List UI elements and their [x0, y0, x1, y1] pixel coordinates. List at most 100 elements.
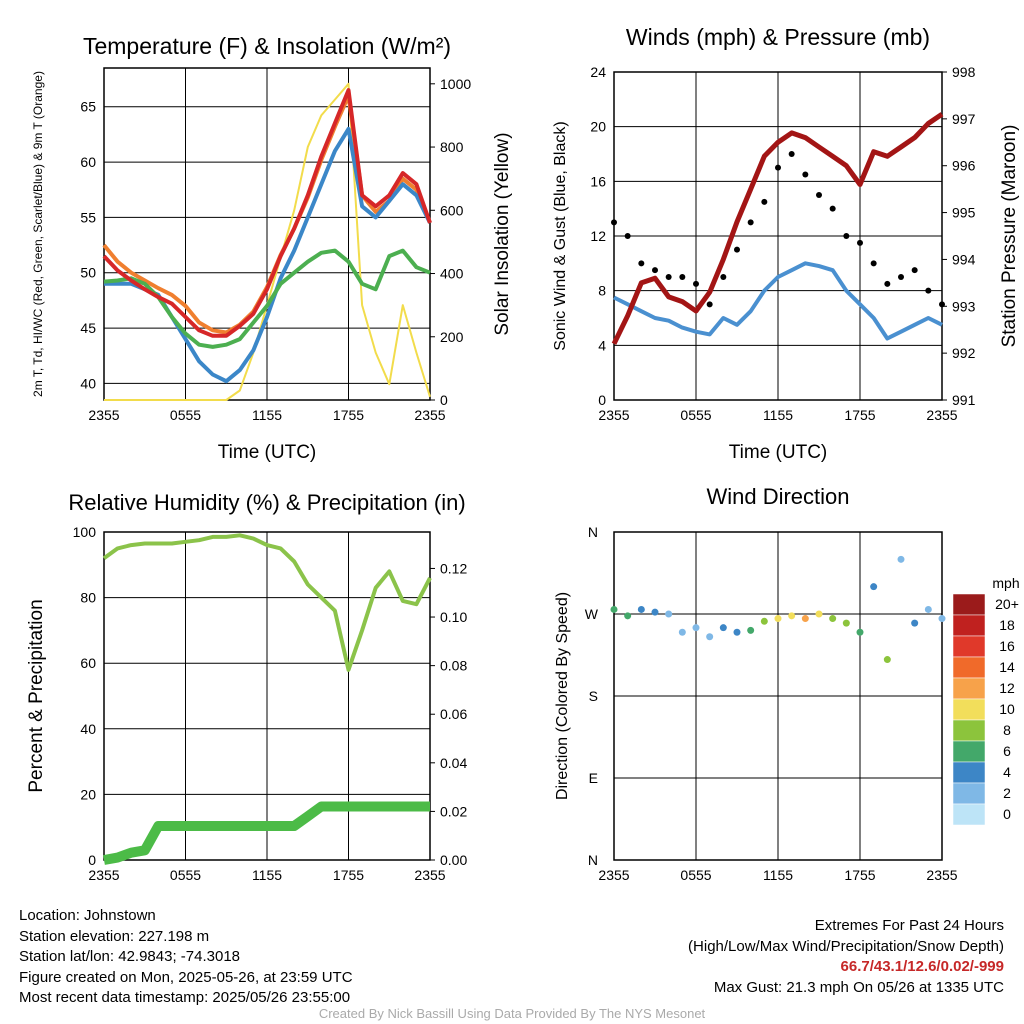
colorbar-label: 18	[999, 617, 1015, 633]
gust-point	[734, 246, 740, 253]
direction-point	[678, 628, 686, 636]
y2-tick-label: 997	[952, 111, 976, 127]
y-tick-label: 60	[80, 655, 96, 671]
colorbar-swatch	[952, 677, 986, 700]
direction-point	[801, 615, 809, 623]
x-axis-label: Time (UTC)	[729, 442, 828, 463]
direction-point	[815, 610, 823, 618]
gust-point	[706, 301, 713, 308]
gust-point	[788, 151, 795, 157]
y-tick-label: 55	[80, 209, 96, 225]
chart-title: Temperature (F) & Insolation (W/m²)	[83, 33, 451, 59]
gust-point	[679, 274, 686, 280]
colorbar-swatch	[952, 698, 986, 721]
location-text: Location: Johnstown	[19, 907, 156, 924]
y2-tick-label: 600	[440, 202, 464, 218]
colorbar-label: 10	[999, 701, 1015, 717]
gust-point	[925, 287, 932, 294]
y2-tick-label: 993	[952, 298, 976, 314]
direction-point	[897, 555, 905, 563]
x-tick-label: 1755	[844, 407, 875, 423]
y-tick-label: 12	[590, 228, 606, 244]
colorbar-swatch	[952, 740, 986, 763]
y2-tick-label: 200	[440, 329, 464, 345]
x-tick-label: 1155	[252, 407, 282, 423]
direction-point	[610, 605, 618, 613]
gust-point	[638, 260, 645, 267]
colorbar-label: 0	[1003, 806, 1011, 822]
y-axis-label: Percent & Precipitation	[26, 599, 47, 792]
elevation-text: Station elevation: 227.198 m	[19, 927, 210, 945]
colorbar-label: 16	[999, 638, 1015, 654]
y2-axis-label: Solar Insolation (Yellow)	[492, 132, 513, 335]
direction-point	[924, 605, 932, 613]
series-line	[611, 112, 944, 345]
gust-point	[747, 219, 754, 226]
series-line	[103, 801, 430, 865]
y-tick-label: 4	[598, 337, 606, 353]
direction-point	[788, 612, 796, 620]
x-tick-label: 0555	[170, 407, 201, 423]
y-tick-label: 100	[73, 524, 97, 540]
y-tick-label: N	[588, 524, 598, 540]
direction-point	[747, 626, 755, 634]
y2-tick-label: 994	[952, 251, 976, 267]
y-tick-label: 8	[598, 283, 606, 299]
direction-point	[842, 619, 850, 627]
colorbar-swatch	[952, 719, 986, 742]
colorbar-swatch	[952, 782, 986, 805]
recent-data-text: Most recent data timestamp: 2025/05/26 2…	[19, 989, 351, 1006]
y2-tick-label: 998	[952, 64, 976, 80]
y-tick-label: 40	[80, 375, 96, 391]
y-tick-label: 24	[590, 64, 606, 80]
colorbar-label: 20+	[995, 596, 1019, 612]
x-axis-label: Time (UTC)	[218, 442, 317, 463]
x-tick-label: 2355	[926, 867, 957, 883]
y-tick-label: W	[585, 606, 599, 622]
gust-point	[611, 219, 617, 226]
colorbar: mph 20+ 18 16 14 12 10 8 6 4 2 0	[952, 575, 1020, 826]
plot-frame	[103, 531, 431, 861]
gust-point	[802, 171, 809, 178]
x-tick-label: 1155	[252, 867, 282, 883]
panel-2: 2355 0555 1155 1755 235504812162024991992993…	[552, 24, 1020, 463]
y2-tick-label: 0.02	[440, 803, 467, 819]
colorbar-swatch	[952, 593, 986, 616]
colorbar-swatch	[952, 803, 986, 826]
x-tick-label: 0555	[170, 867, 201, 883]
direction-point	[760, 617, 768, 625]
y2-tick-label: 0.04	[440, 755, 467, 771]
direction-point	[829, 615, 837, 623]
y2-tick-label: 400	[440, 266, 464, 282]
gust-point	[652, 267, 658, 274]
y2-tick-label: 0.12	[440, 560, 467, 576]
x-tick-label: 2355	[926, 407, 957, 423]
y-tick-label: 40	[80, 721, 96, 737]
direction-point	[692, 624, 700, 632]
y-tick-label: 65	[80, 99, 96, 115]
chart-title: Winds (mph) & Pressure (mb)	[626, 24, 930, 50]
y-tick-label: 60	[80, 154, 96, 170]
extremes-fields: (High/Low/Max Wind/Precipitation/Snow De…	[688, 937, 1004, 955]
panel-3: 2355 0555 1155 1755 23550204060801000.000.02…	[26, 490, 467, 883]
y2-tick-label: 0.06	[440, 706, 467, 722]
max-gust-text: Max Gust: 21.3 mph On 05/26 at 1335 UTC	[713, 978, 1004, 996]
direction-point	[651, 608, 659, 616]
gust-point	[624, 233, 631, 239]
x-tick-label: 2355	[598, 407, 629, 423]
gust-point	[775, 164, 781, 171]
plot-frame	[103, 67, 431, 401]
gust-point	[665, 274, 672, 280]
x-tick-label: 1755	[844, 867, 875, 883]
x-tick-label: 2355	[414, 867, 445, 883]
y-tick-label: 20	[590, 119, 606, 135]
y2-tick-label: 0	[440, 392, 448, 408]
y2-tick-label: 0.00	[440, 852, 467, 868]
gust-point	[761, 198, 768, 205]
y2-axis-label: Station Pressure (Maroon)	[999, 125, 1020, 348]
x-tick-label: 0555	[680, 867, 711, 883]
x-tick-label: 1155	[763, 867, 793, 883]
colorbar-swatch	[952, 761, 986, 784]
y2-tick-label: 996	[952, 158, 976, 174]
